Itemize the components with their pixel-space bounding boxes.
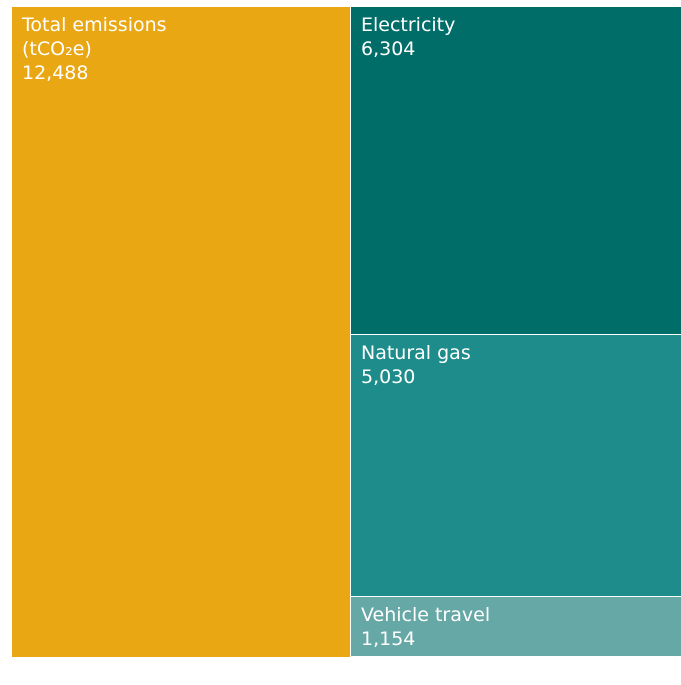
total-unit: (tCO₂e) [22,38,92,60]
category-box: Vehicle travel 1,154 [351,596,681,656]
category-value: 5,030 [361,366,416,389]
category-label: Natural gas [361,342,471,365]
category-box: Electricity 6,304 [351,7,681,335]
total-label: Total emissions [22,14,167,36]
category-value: 1,154 [361,627,416,650]
total-value: 12,488 [22,62,89,84]
category-label: Electricity [361,14,456,36]
category-label: Vehicle travel [361,603,491,626]
total-box: Total emissions (tCO₂e) 12,488 [12,7,350,657]
category-box: Natural gas 5,030 [351,335,681,596]
category-value: 6,304 [361,38,416,60]
